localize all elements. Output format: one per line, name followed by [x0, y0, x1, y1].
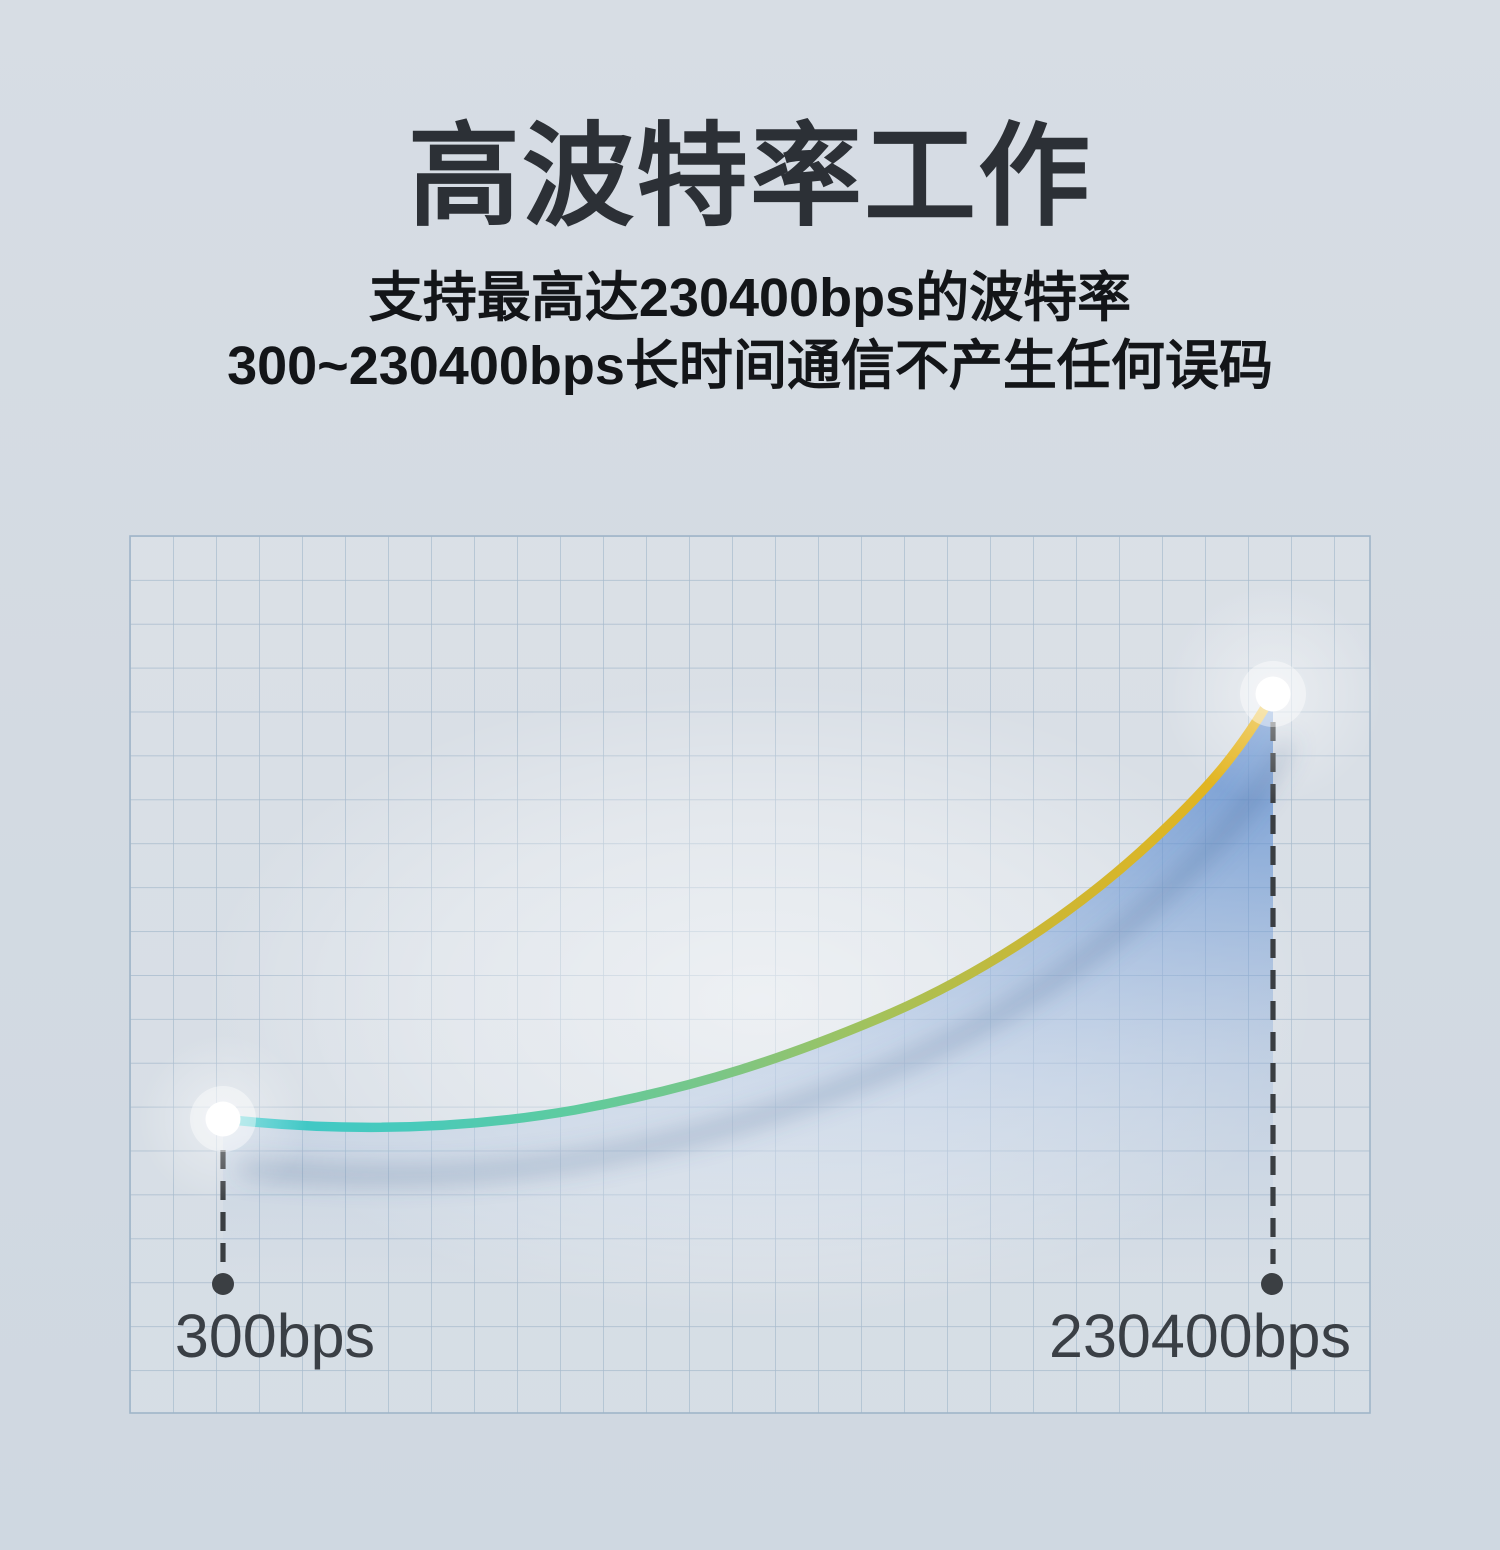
dropline-dot-end [1261, 1273, 1283, 1295]
area-fill [223, 694, 1273, 1280]
page-title: 高波特率工作 [408, 114, 1092, 239]
dropline-dot-start [212, 1273, 234, 1295]
subtitle-line1: 支持最高达230400bps的波特率 [368, 268, 1132, 328]
subtitle-line2: 300~230400bps长时间通信不产生任何误码 [227, 336, 1273, 396]
label-min-baud: 300bps [174, 1302, 376, 1370]
end-point-marker [1255, 676, 1291, 712]
baud-rate-curve [218, 689, 1278, 1132]
label-max-baud: 230400bps [1049, 1302, 1351, 1370]
curve-shadow [238, 738, 1295, 1182]
start-point-marker [205, 1101, 241, 1137]
